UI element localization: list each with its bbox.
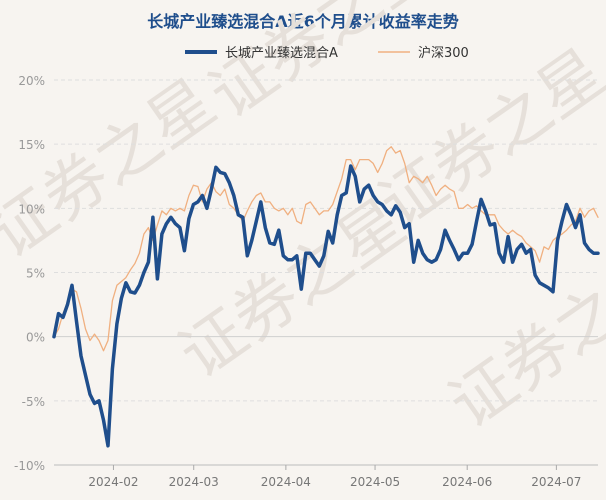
fund-series-line [52, 164, 600, 448]
y-tick-label: -5% [22, 395, 45, 409]
x-tick-label: 2024-07 [531, 475, 581, 489]
legend-fund-label: 长城产业臻选混合A [225, 46, 338, 61]
y-tick-label: 15% [18, 138, 45, 152]
x-tick-label: 2024-06 [442, 475, 492, 489]
benchmark-series-line [53, 146, 599, 352]
x-tick-label: 2024-02 [88, 475, 138, 489]
watermark-text: 证券之星 [197, 0, 449, 133]
y-tick-label: 10% [18, 202, 45, 216]
y-tick-label: 20% [18, 74, 45, 88]
x-tick-label: 2024-05 [350, 475, 400, 489]
chart-title: 长城产业臻选混合A近6个月累计收益率走势 [147, 12, 459, 31]
y-tick-label: 5% [26, 267, 45, 281]
legend-benchmark-label: 沪深300 [418, 45, 469, 61]
x-tick-label: 2024-03 [169, 475, 219, 489]
watermark-text: 证券之星 [437, 236, 606, 443]
y-tick-label: 0% [26, 331, 45, 345]
watermark-text: 证券之星 [0, 66, 229, 273]
watermark-text: 证券之星 [167, 186, 419, 393]
x-tick-label: 2024-04 [261, 475, 311, 489]
y-tick-label: -10% [14, 459, 45, 473]
